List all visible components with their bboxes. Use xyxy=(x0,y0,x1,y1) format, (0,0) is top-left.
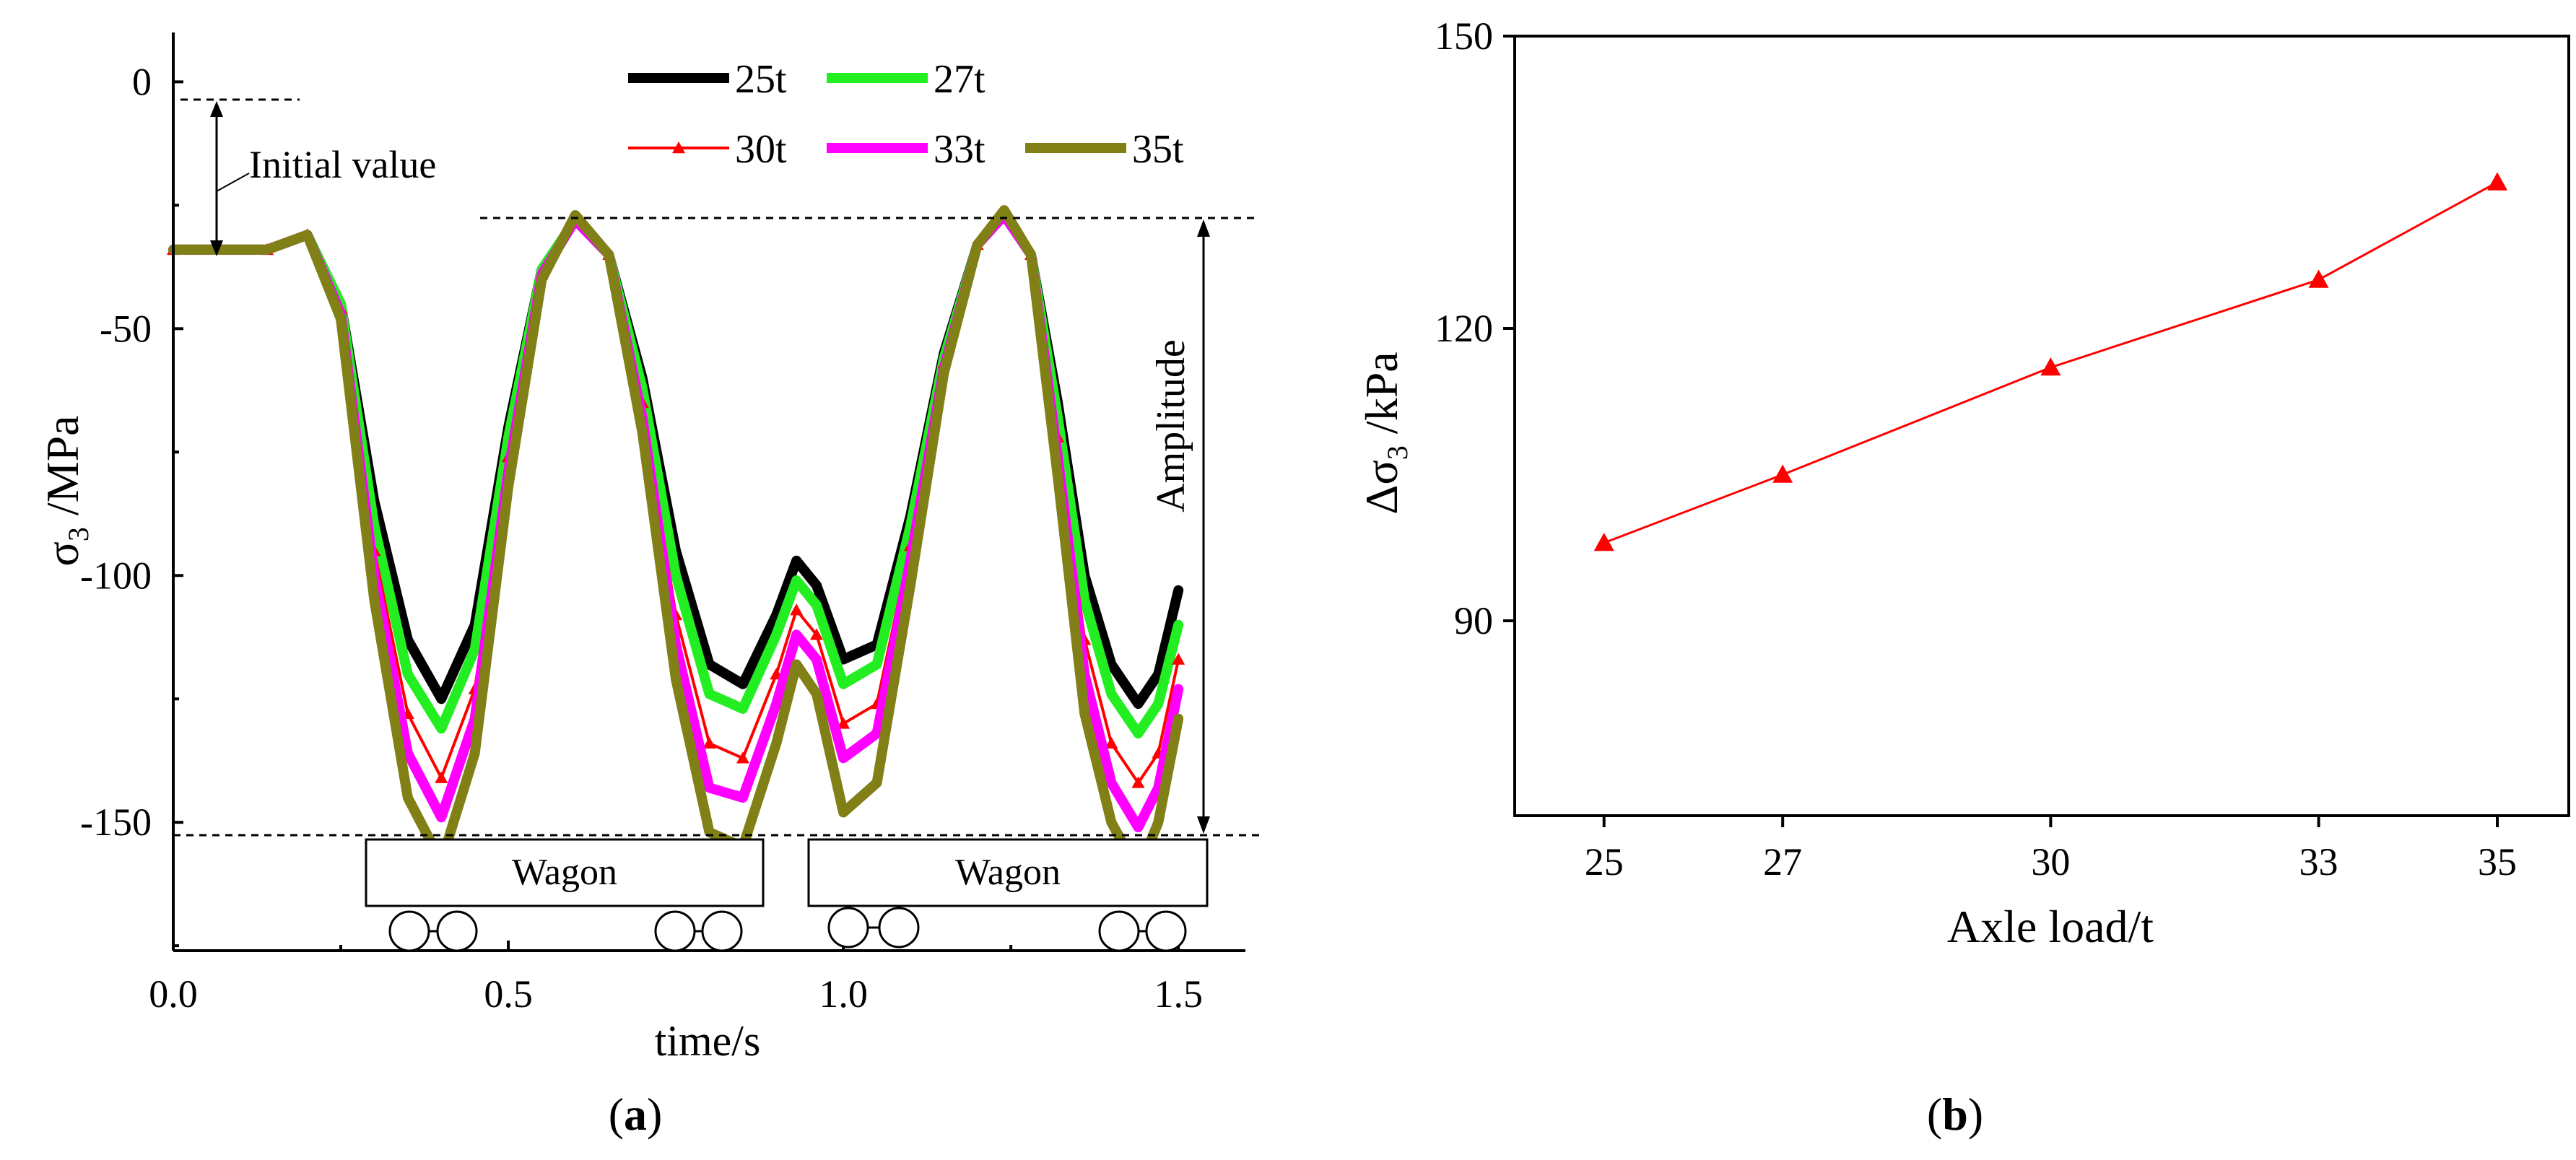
initial-value-arrow xyxy=(210,101,250,256)
data-point-30t xyxy=(1172,653,1185,665)
legend-label-33t: 33t xyxy=(934,127,985,172)
y-axis-title-sub: 3 xyxy=(62,527,95,541)
y-tick-label: -100 xyxy=(80,554,152,597)
y-tick-label: 150 xyxy=(1435,14,1493,58)
data-point-30t xyxy=(1131,776,1145,788)
panel-label-b: (b) xyxy=(1927,1089,1983,1140)
data-point xyxy=(2487,172,2508,191)
x-tick-label: 1.5 xyxy=(1154,972,1203,1016)
y-axis-title: σ3 /MPa xyxy=(37,415,95,566)
data-point xyxy=(1593,533,1614,551)
amplitude-label: Amplitude xyxy=(1149,339,1193,513)
legend-label-35t: 35t xyxy=(1132,127,1184,172)
data-point-30t xyxy=(1105,736,1118,749)
x-tick-label: 1.0 xyxy=(819,972,868,1016)
initial-value-label: Initial value xyxy=(249,143,436,186)
legend-label-27t: 27t xyxy=(934,57,985,102)
y-axis-title-sub: 3 xyxy=(1381,445,1414,460)
panel-letter-a: a xyxy=(624,1089,647,1140)
x-axis-title: time/s xyxy=(655,1017,761,1065)
amplitude-arrow xyxy=(1197,219,1210,834)
y-tick-label: 0 xyxy=(132,60,152,103)
x-axis-title: Axle load/t xyxy=(1947,901,2154,952)
y-tick-label: -50 xyxy=(100,307,152,350)
x-tick-label: 0.0 xyxy=(149,972,198,1016)
data-point-30t xyxy=(790,603,804,616)
x-tick-label: 27 xyxy=(1763,840,1802,884)
wagon-1-label: Wagon xyxy=(512,852,617,893)
series-group xyxy=(1593,172,2508,551)
panel-label-a: (a) xyxy=(609,1089,663,1140)
legend-label-30t: 30t xyxy=(735,127,787,172)
y-axis-title-base: Δσ xyxy=(1356,460,1407,515)
series-line-35t xyxy=(168,205,1184,877)
y-tick-label: 120 xyxy=(1435,307,1493,350)
x-tick-label: 35 xyxy=(2478,840,2517,884)
axis-ticks: 25 27 30 33 35 90 120 150 xyxy=(1435,14,2517,884)
y-axis-title-base: σ xyxy=(37,541,88,567)
data-point xyxy=(2040,357,2061,376)
data-point-30t xyxy=(837,717,850,729)
chart-panel-a: 0.0 0.5 1.0 1.5 0 -50 -100 -150 Initial value A… xyxy=(37,32,1260,1140)
plot-frame xyxy=(1513,35,2570,817)
y-axis-title: Δσ3 /kPa xyxy=(1356,352,1414,514)
x-tick-label: 33 xyxy=(2299,840,2338,884)
data-point-30t xyxy=(736,751,749,764)
legend-marker-30t xyxy=(672,141,685,154)
data-point xyxy=(1772,464,1793,483)
x-tick-label: 30 xyxy=(2031,840,2070,884)
y-tick-label: -150 xyxy=(80,801,152,844)
x-tick-label: 25 xyxy=(1585,840,1624,884)
series-line-33t xyxy=(168,210,1184,833)
data-point-30t xyxy=(702,736,716,749)
wagon-2 xyxy=(807,838,1209,952)
data-point-30t xyxy=(435,771,448,783)
wagon-2-label: Wagon xyxy=(955,852,1061,893)
data-point-30t xyxy=(810,628,823,640)
panel-letter-b: b xyxy=(1942,1089,1968,1140)
legend: 25t 27t 30t 33t 35t xyxy=(628,57,1184,172)
series-group xyxy=(167,205,1185,877)
data-point xyxy=(2308,269,2329,288)
y-axis-title-unit: /kPa xyxy=(1356,352,1407,445)
x-tick-label: 0.5 xyxy=(484,972,533,1016)
legend-label-25t: 25t xyxy=(735,57,787,102)
wagon-1 xyxy=(365,838,765,952)
y-axis-title-unit: /MPa xyxy=(37,415,88,527)
y-tick-label: 90 xyxy=(1454,599,1493,642)
axis-ticks: 0.0 0.5 1.0 1.5 0 -50 -100 -150 xyxy=(80,60,1203,1016)
